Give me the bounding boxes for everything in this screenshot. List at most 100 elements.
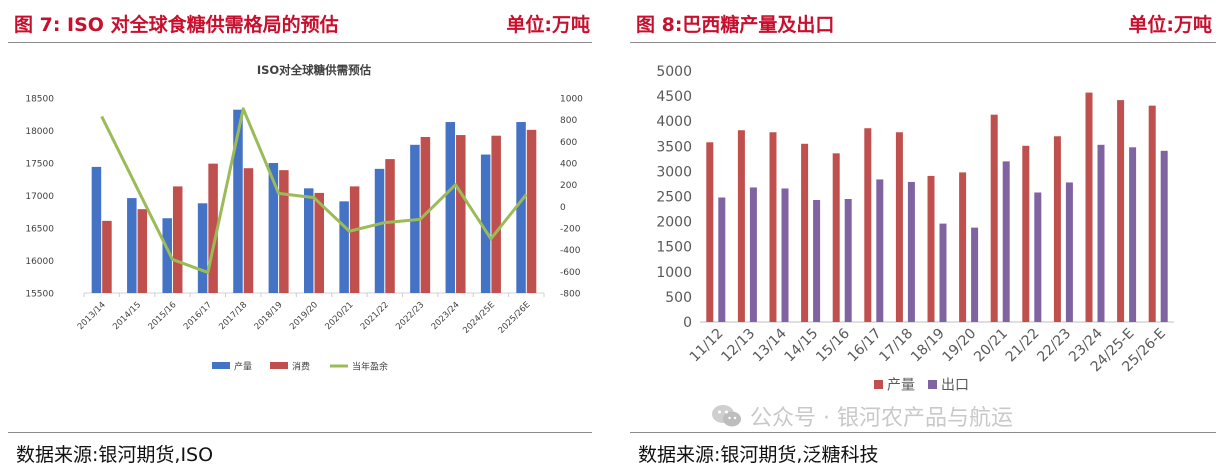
production-bar <box>480 154 491 293</box>
y-right-tick-label: 400 <box>560 160 577 170</box>
x-tick-label: 15/16 <box>813 325 853 365</box>
x-tick-label: 2020/21 <box>323 300 355 332</box>
left-figure-label: 图 7: ISO 对全球食糖供需格局的预估 <box>14 14 339 36</box>
y-left-tick-label: 16000 <box>25 257 54 267</box>
legend-label: 消费 <box>292 361 310 373</box>
consumption-bar <box>349 186 360 293</box>
x-tick-label: 20/21 <box>971 326 1011 366</box>
x-tick-label: 2021/22 <box>359 300 391 332</box>
x-tick-label: 16/17 <box>845 326 885 366</box>
production-bar <box>162 218 172 293</box>
export-bar <box>1065 182 1073 322</box>
y-tick-label: 0 <box>683 315 692 331</box>
export-bar <box>876 179 884 322</box>
legend-swatch <box>270 362 288 369</box>
x-tick-label: 22/23 <box>1034 326 1074 366</box>
production-bar <box>927 175 935 322</box>
left-header-rule <box>8 42 592 43</box>
y-tick-label: 5000 <box>656 64 692 80</box>
export-bar <box>1160 150 1168 322</box>
production-bar <box>832 153 840 322</box>
y-left-tick-label: 17500 <box>25 160 54 170</box>
production-bar <box>864 128 872 322</box>
y-right-tick-label: -600 <box>560 268 581 278</box>
export-bar <box>813 200 821 322</box>
x-tick-label: 2024/25E <box>461 300 497 336</box>
x-tick-label: 2023/24 <box>430 300 462 332</box>
x-tick-label: 2018/19 <box>253 300 285 332</box>
production-bar <box>737 130 745 322</box>
export-bar <box>1129 147 1137 322</box>
consumption-bar <box>491 135 501 293</box>
y-right-tick-label: 0 <box>560 203 566 213</box>
x-tick-label: 2013/14 <box>76 300 108 332</box>
x-tick-label: 2016/17 <box>182 300 214 332</box>
x-tick-label: 2019/20 <box>288 300 320 332</box>
left-source-note: 数据来源:银河期货,ISO <box>16 444 214 466</box>
x-tick-label: 18/19 <box>908 326 948 366</box>
x-tick-label: 2015/16 <box>147 300 179 332</box>
production-bar <box>769 132 777 322</box>
production-bar <box>1085 92 1093 322</box>
y-left-tick-label: 17000 <box>25 192 54 202</box>
consumption-bar <box>243 168 254 293</box>
y-left-tick-label: 18000 <box>25 127 54 137</box>
production-bar <box>339 201 349 293</box>
y-tick-label: 2000 <box>656 215 692 231</box>
chart-title: ISO对全球糖供需预估 <box>257 63 372 77</box>
y-right-tick-label: 600 <box>560 138 577 148</box>
export-bar <box>907 181 915 322</box>
consumption-bar <box>314 192 324 293</box>
x-tick-label: 17/18 <box>876 326 916 366</box>
y-left-tick-label: 18500 <box>25 95 54 105</box>
export-bar <box>1097 144 1105 322</box>
left-unit-label: 单位:万吨 <box>506 14 590 36</box>
legend-label: 出口 <box>941 378 969 394</box>
export-bar <box>1034 192 1042 322</box>
x-tick-label: 12/13 <box>718 326 758 366</box>
production-bar <box>801 143 809 322</box>
production-bar <box>304 188 314 293</box>
export-bar <box>844 199 852 322</box>
production-bar <box>445 122 456 293</box>
surplus-line <box>100 107 528 274</box>
production-bar <box>990 114 998 322</box>
y-left-tick-label: 16500 <box>25 225 54 235</box>
production-bar <box>197 203 208 293</box>
legend-label: 产量 <box>887 378 915 394</box>
right-figure-panel: 图 8:巴西糖产量及出口 单位:万吨 0 500 1000 1500 2000 2500 3… <box>622 0 1222 469</box>
y-right-tick-label: -800 <box>560 290 581 300</box>
y-tick-label: 4500 <box>656 89 692 105</box>
production-bar <box>127 198 137 293</box>
production-bar <box>374 168 385 293</box>
export-bar <box>1002 161 1010 322</box>
y-right-tick-label: 1000 <box>560 95 583 105</box>
legend-label: 当年盈余 <box>352 361 388 373</box>
y-left-tick-label: 15500 <box>25 290 54 300</box>
right-figure-header: 图 8:巴西糖产量及出口 单位:万吨 <box>636 10 1212 40</box>
production-bar <box>91 166 102 293</box>
export-bar <box>718 197 726 322</box>
production-bar <box>1053 136 1061 322</box>
production-bar <box>233 109 243 293</box>
consumption-bar <box>208 163 218 293</box>
consumption-bar <box>526 129 537 293</box>
consumption-bar <box>456 135 466 293</box>
consumption-bar <box>385 159 395 293</box>
legend-swatch <box>212 362 230 369</box>
right-source-note: 数据来源:银河期货,泛糖科技 <box>638 444 879 466</box>
y-tick-label: 1500 <box>656 240 692 256</box>
brazil-sugar-chart: 0 500 1000 1500 2000 2500 3000 3500 4000 4500 5000… <box>656 64 1174 394</box>
x-tick-label: 2017/18 <box>217 300 249 332</box>
x-tick-label: 19/20 <box>940 326 980 366</box>
production-bar <box>706 142 714 322</box>
export-bar <box>781 188 789 322</box>
y-tick-label: 2500 <box>656 190 692 206</box>
x-tick-label: 2014/15 <box>111 300 143 332</box>
iso-supply-demand-chart: ISO对全球糖供需预估 15500 16000 16500 17000 17500 1800… <box>25 63 583 373</box>
y-tick-label: 500 <box>665 290 692 306</box>
production-bar <box>1117 100 1125 322</box>
legend-swatch <box>928 380 937 389</box>
y-tick-label: 3500 <box>656 139 692 155</box>
production-bar <box>1148 105 1156 322</box>
